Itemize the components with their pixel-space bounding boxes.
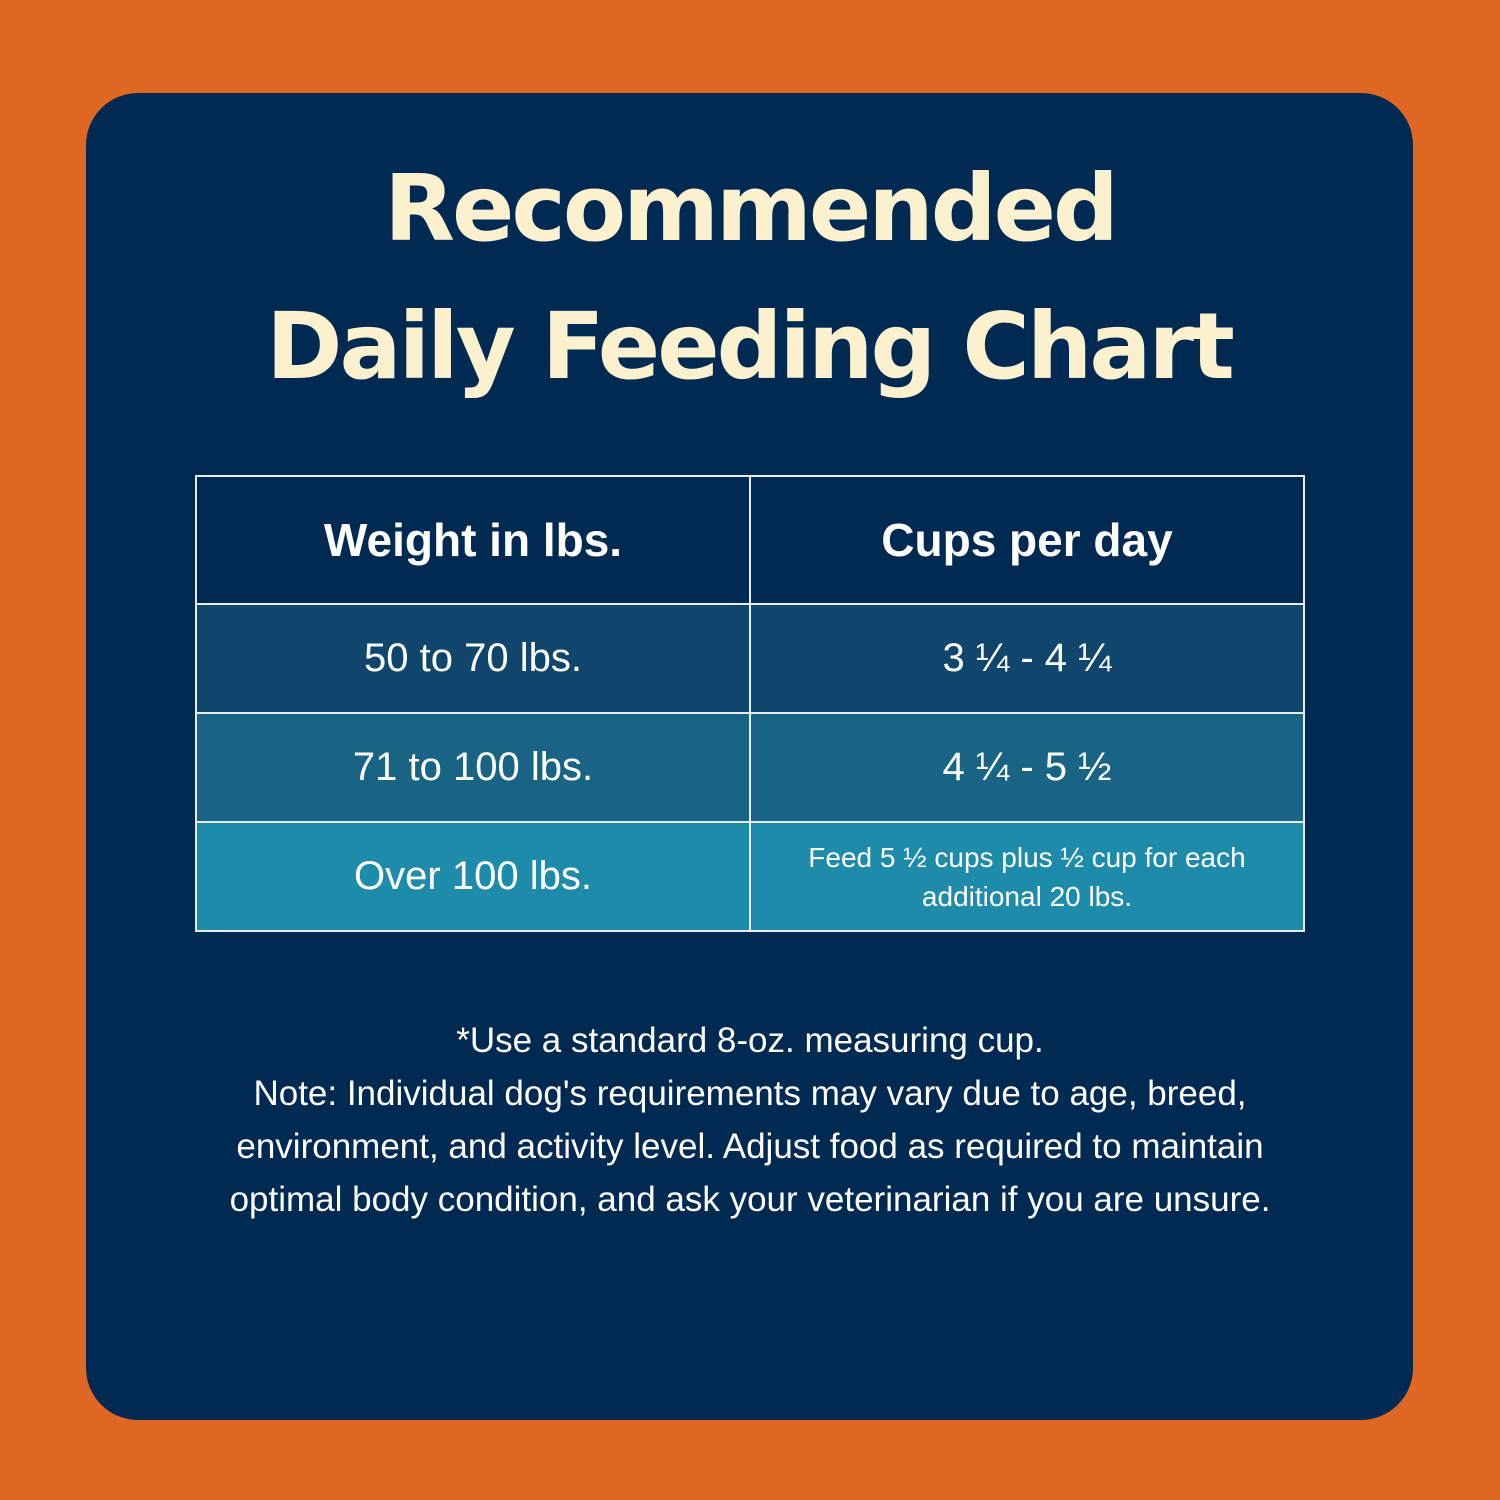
header-cups: Cups per day [749, 475, 1305, 605]
weight-cell: Over 100 lbs. [195, 821, 751, 932]
requirements-note: Note: Individual dog's requirements may … [229, 1074, 1271, 1219]
feeding-table: Weight in lbs. Cups per day 50 to 70 lbs… [195, 475, 1305, 932]
table-row: 50 to 70 lbs. 3 ¼ - 4 ¼ [195, 603, 1305, 714]
cups-cell: Feed 5 ½ cups plus ½ cup for each additi… [749, 821, 1305, 932]
weight-cell: 50 to 70 lbs. [195, 603, 751, 714]
header-weight: Weight in lbs. [195, 475, 751, 605]
table-header-row: Weight in lbs. Cups per day [195, 475, 1305, 605]
feeding-notes: *Use a standard 8-oz. measuring cup. Not… [200, 1014, 1300, 1226]
title-line-1: Recommended [384, 155, 1119, 262]
table-row: Over 100 lbs. Feed 5 ½ cups plus ½ cup f… [195, 821, 1305, 932]
cups-cell: 3 ¼ - 4 ¼ [749, 603, 1305, 714]
cups-cell: 4 ¼ - 5 ½ [749, 712, 1305, 823]
page-title: Recommended Daily Feeding Chart [0, 140, 1500, 416]
measuring-cup-note: *Use a standard 8-oz. measuring cup. [456, 1021, 1044, 1060]
title-line-2: Daily Feeding Chart [266, 293, 1235, 400]
table-row: 71 to 100 lbs. 4 ¼ - 5 ½ [195, 712, 1305, 823]
weight-cell: 71 to 100 lbs. [195, 712, 751, 823]
